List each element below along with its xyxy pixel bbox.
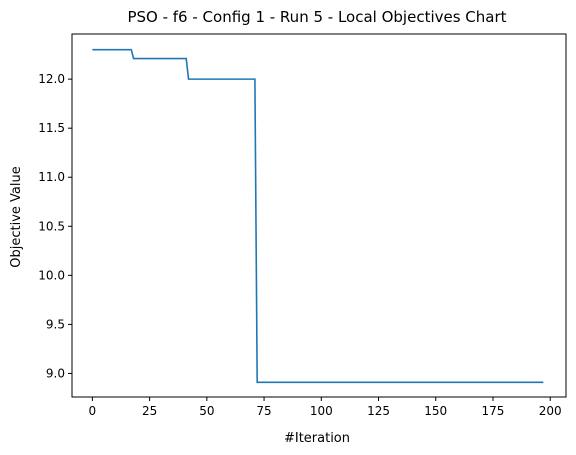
x-tick-label: 100: [310, 404, 333, 418]
y-tick-label: 11.5: [38, 121, 65, 135]
y-tick-label: 9.0: [46, 366, 65, 380]
y-axis-title: Objective Value: [9, 166, 24, 267]
x-tick-label: 150: [424, 404, 447, 418]
y-tick-label: 11.0: [38, 170, 65, 184]
chart-title: PSO - f6 - Config 1 - Run 5 - Local Obje…: [127, 8, 506, 26]
plot-area: 0 25 50 75 100 125 150 175 200 9.0 9.5 10.0 10.5 11.…: [38, 34, 566, 418]
y-tick-label: 10.0: [38, 268, 65, 282]
plot-frame: [72, 34, 566, 397]
x-axis-title: #Iteration: [284, 431, 350, 446]
x-tick-label: 125: [367, 404, 390, 418]
y-tick-label: 12.0: [38, 72, 65, 86]
x-axis: 0 25 50 75 100 125 150 175 200: [89, 397, 562, 418]
y-axis: 9.0 9.5 10.0 10.5 11.0 11.5 12.0: [38, 72, 72, 380]
series-line: [92, 50, 543, 383]
y-tick-label: 10.5: [38, 219, 65, 233]
x-tick-label: 25: [142, 404, 157, 418]
x-tick-label: 175: [482, 404, 505, 418]
x-tick-label: 75: [256, 404, 271, 418]
x-tick-label: 0: [89, 404, 97, 418]
y-tick-label: 9.5: [46, 317, 65, 331]
x-tick-label: 200: [539, 404, 562, 418]
series-group: [92, 50, 543, 383]
x-tick-label: 50: [199, 404, 214, 418]
